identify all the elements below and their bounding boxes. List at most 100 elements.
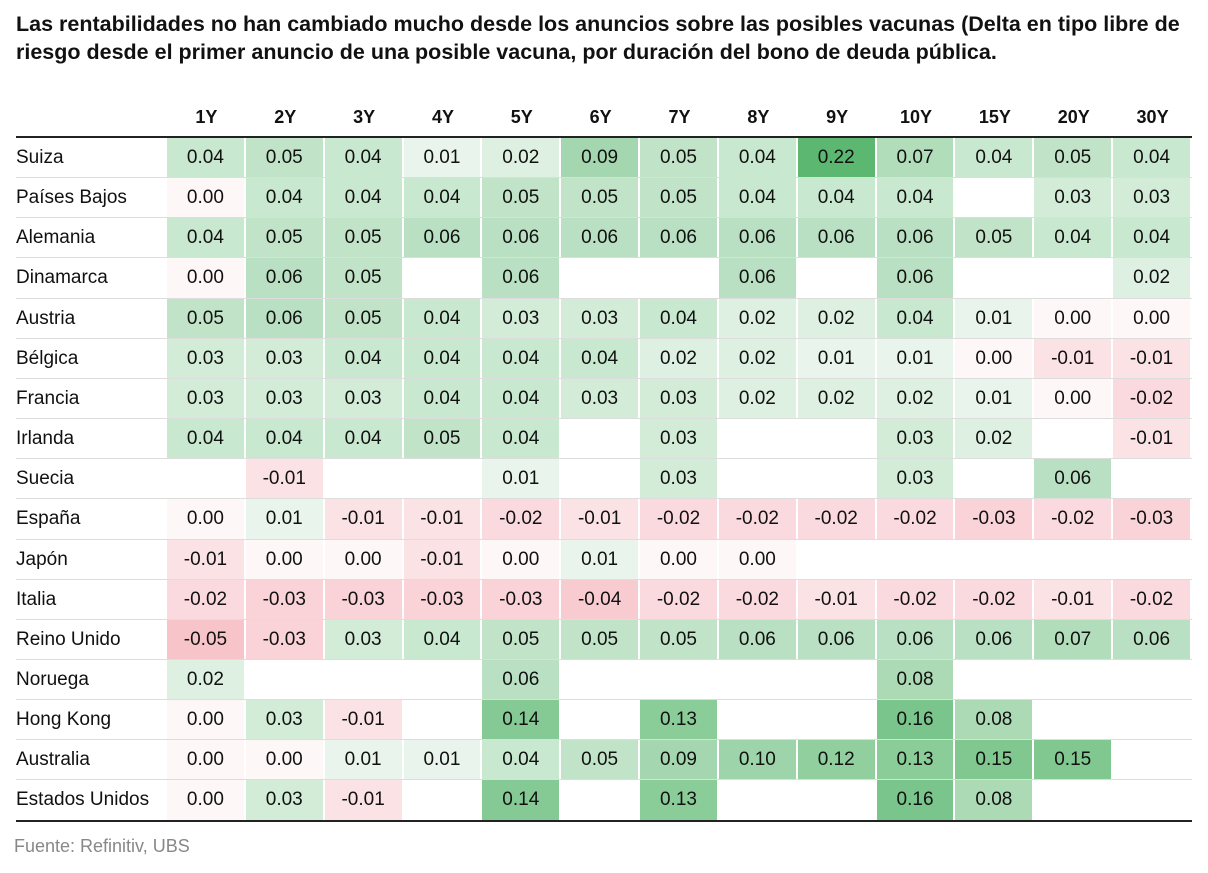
data-cell: 0.05 xyxy=(324,218,404,259)
data-cell: 0.04 xyxy=(167,218,246,259)
data-cell: 0.05 xyxy=(561,740,641,781)
data-cell: 0.05 xyxy=(1034,138,1114,178)
data-cell: 0.06 xyxy=(876,619,956,660)
data-cell: 0.03 xyxy=(245,780,325,821)
data-cell: -0.01 xyxy=(1113,338,1192,379)
data-cell: 0.16 xyxy=(876,780,956,821)
data-cell: -0.01 xyxy=(403,539,483,580)
data-cell: 0.06 xyxy=(797,619,877,660)
data-cell: 0.04 xyxy=(403,298,483,339)
row-label: Hong Kong xyxy=(16,709,112,731)
data-cell: 0.04 xyxy=(403,619,483,660)
data-cell: -0.01 xyxy=(797,579,877,620)
data-cell xyxy=(1113,459,1192,500)
data-cell xyxy=(1113,740,1192,781)
data-cell: 0.05 xyxy=(324,298,404,339)
row-rule xyxy=(16,779,1192,781)
data-cell: 0.04 xyxy=(561,338,641,379)
data-cell xyxy=(404,780,483,821)
data-cell: 0.04 xyxy=(245,419,325,460)
row-label: Bélgica xyxy=(16,347,79,369)
data-cell xyxy=(955,539,1035,580)
data-cell: -0.02 xyxy=(640,499,719,540)
data-cell: 0.04 xyxy=(876,178,956,219)
data-cell: 0.04 xyxy=(1113,138,1192,178)
data-cell xyxy=(798,258,877,299)
data-cell: 0.09 xyxy=(640,740,719,781)
heatmap-table: 1Y 2Y 3Y 4Y 5Y 6Y 7Y 8Y 9Y 10Y 15Y 20Y 30Y Suiza 0.04 0… xyxy=(16,0,1192,873)
data-cell: -0.01 xyxy=(1113,419,1192,460)
data-cell: 0.04 xyxy=(403,378,483,419)
data-cell: 0.06 xyxy=(955,619,1035,660)
data-cell xyxy=(719,459,798,500)
data-cell: 0.02 xyxy=(167,659,246,700)
data-cell: 0.05 xyxy=(640,178,719,219)
data-cell: 0.04 xyxy=(403,338,483,379)
data-cell xyxy=(798,780,877,821)
data-cell xyxy=(561,659,641,700)
data-cell xyxy=(1113,659,1192,700)
data-cell: 0.04 xyxy=(324,138,404,178)
row-rule xyxy=(16,217,1192,219)
data-cell xyxy=(404,700,483,741)
column-header: 20Y xyxy=(1057,107,1090,127)
data-cell: -0.01 xyxy=(324,780,404,821)
data-cell: -0.02 xyxy=(718,579,798,620)
data-cell: 0.13 xyxy=(640,780,719,821)
row-rule xyxy=(16,418,1192,420)
data-cell: 0.14 xyxy=(482,780,562,821)
data-cell: 0.01 xyxy=(561,539,641,580)
data-cell xyxy=(325,459,404,500)
data-cell: 0.15 xyxy=(1034,740,1114,781)
data-cell xyxy=(798,659,877,700)
data-cell: 0.02 xyxy=(797,378,877,419)
data-cell: 0.01 xyxy=(245,499,325,540)
data-cell xyxy=(955,659,1035,700)
data-cell: -0.02 xyxy=(1113,579,1192,620)
data-cell: 0.05 xyxy=(561,178,641,219)
data-cell: -0.02 xyxy=(797,499,877,540)
data-cell: 0.02 xyxy=(955,419,1035,460)
data-cell: 0.13 xyxy=(640,700,719,741)
row-label: Suiza xyxy=(16,147,64,168)
data-cell xyxy=(640,659,719,700)
data-cell: -0.03 xyxy=(955,499,1035,540)
data-cell: 0.04 xyxy=(1034,218,1114,259)
data-cell: 0.04 xyxy=(167,138,246,178)
data-cell xyxy=(955,258,1035,299)
data-cell: 0.03 xyxy=(324,378,404,419)
data-cell: 0.04 xyxy=(403,178,483,219)
data-cell: 0.03 xyxy=(876,459,956,500)
data-cell: 0.00 xyxy=(167,258,246,299)
row-rule xyxy=(16,458,1192,460)
data-cell: 0.04 xyxy=(482,338,562,379)
header-rule xyxy=(16,136,1192,138)
data-cell: 0.04 xyxy=(324,338,404,379)
data-cell xyxy=(561,700,641,741)
data-cell: 0.04 xyxy=(482,419,562,460)
data-cell: -0.01 xyxy=(245,459,325,500)
data-cell: 0.08 xyxy=(955,780,1035,821)
data-cell xyxy=(955,178,1035,219)
data-cell: 0.04 xyxy=(245,178,325,219)
data-cell: 0.05 xyxy=(640,138,719,178)
data-cell xyxy=(404,659,483,700)
data-cell: 0.05 xyxy=(245,218,325,259)
data-cell: -0.01 xyxy=(403,499,483,540)
data-cell: 0.00 xyxy=(167,700,246,741)
data-cell: 0.03 xyxy=(1034,178,1114,219)
data-cell: 0.13 xyxy=(876,740,956,781)
data-cell: 0.03 xyxy=(640,419,719,460)
data-cell: 0.04 xyxy=(876,298,956,339)
data-cell: 0.02 xyxy=(797,298,877,339)
data-cell: 0.00 xyxy=(1034,298,1114,339)
data-cell: 0.06 xyxy=(1034,459,1114,500)
data-cell: 0.03 xyxy=(245,338,325,379)
data-cell xyxy=(1113,539,1192,580)
data-cell: 0.00 xyxy=(245,539,325,580)
data-cell: 0.07 xyxy=(1034,619,1114,660)
row-rule xyxy=(16,699,1192,701)
data-cell: -0.03 xyxy=(1113,499,1192,540)
data-cell: 0.00 xyxy=(167,740,246,781)
